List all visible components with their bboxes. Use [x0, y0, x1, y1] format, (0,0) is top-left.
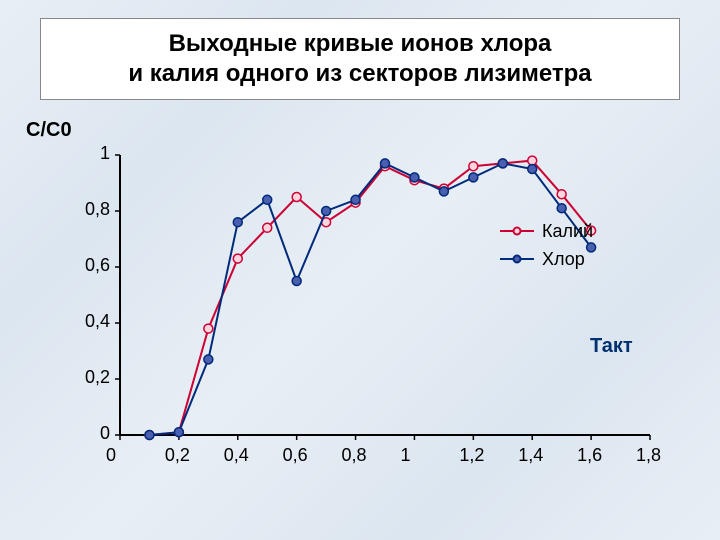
legend-label: Хлор: [542, 249, 585, 270]
x-tick-label: 0,8: [342, 445, 367, 466]
chart-title-line1: Выходные кривые ионов хлора: [53, 29, 667, 59]
legend-swatch: [500, 223, 534, 239]
x-tick-label: 1: [400, 445, 410, 466]
legend-swatch: [500, 251, 534, 267]
legend-label: Калий: [542, 221, 593, 242]
y-tick-label: 1: [70, 143, 110, 164]
y-tick-label: 0,6: [70, 255, 110, 276]
x-tick-label: 0,6: [283, 445, 308, 466]
chart-legend: Калий Хлор: [500, 220, 593, 276]
chart-area: C/C0 Такт КалийХлор 00,20,40,60,811,21,4…: [30, 115, 690, 515]
legend-item: Хлор: [500, 248, 593, 270]
x-tick-label: 0: [106, 445, 116, 466]
y-tick-label: 0,8: [70, 199, 110, 220]
legend-item: Калий: [500, 220, 593, 242]
x-tick-label: 0,4: [224, 445, 249, 466]
x-tick-label: 1,4: [518, 445, 543, 466]
chart-title-box: Выходные кривые ионов хлора и калия одно…: [40, 18, 680, 100]
x-tick-label: 1,6: [577, 445, 602, 466]
chart-title-line2: и калия одного из секторов лизиметра: [53, 59, 667, 89]
x-tick-label: 1,2: [459, 445, 484, 466]
y-tick-label: 0,2: [70, 367, 110, 388]
x-tick-label: 1,8: [636, 445, 661, 466]
y-tick-label: 0,4: [70, 311, 110, 332]
y-tick-label: 0: [70, 423, 110, 444]
x-tick-label: 0,2: [165, 445, 190, 466]
